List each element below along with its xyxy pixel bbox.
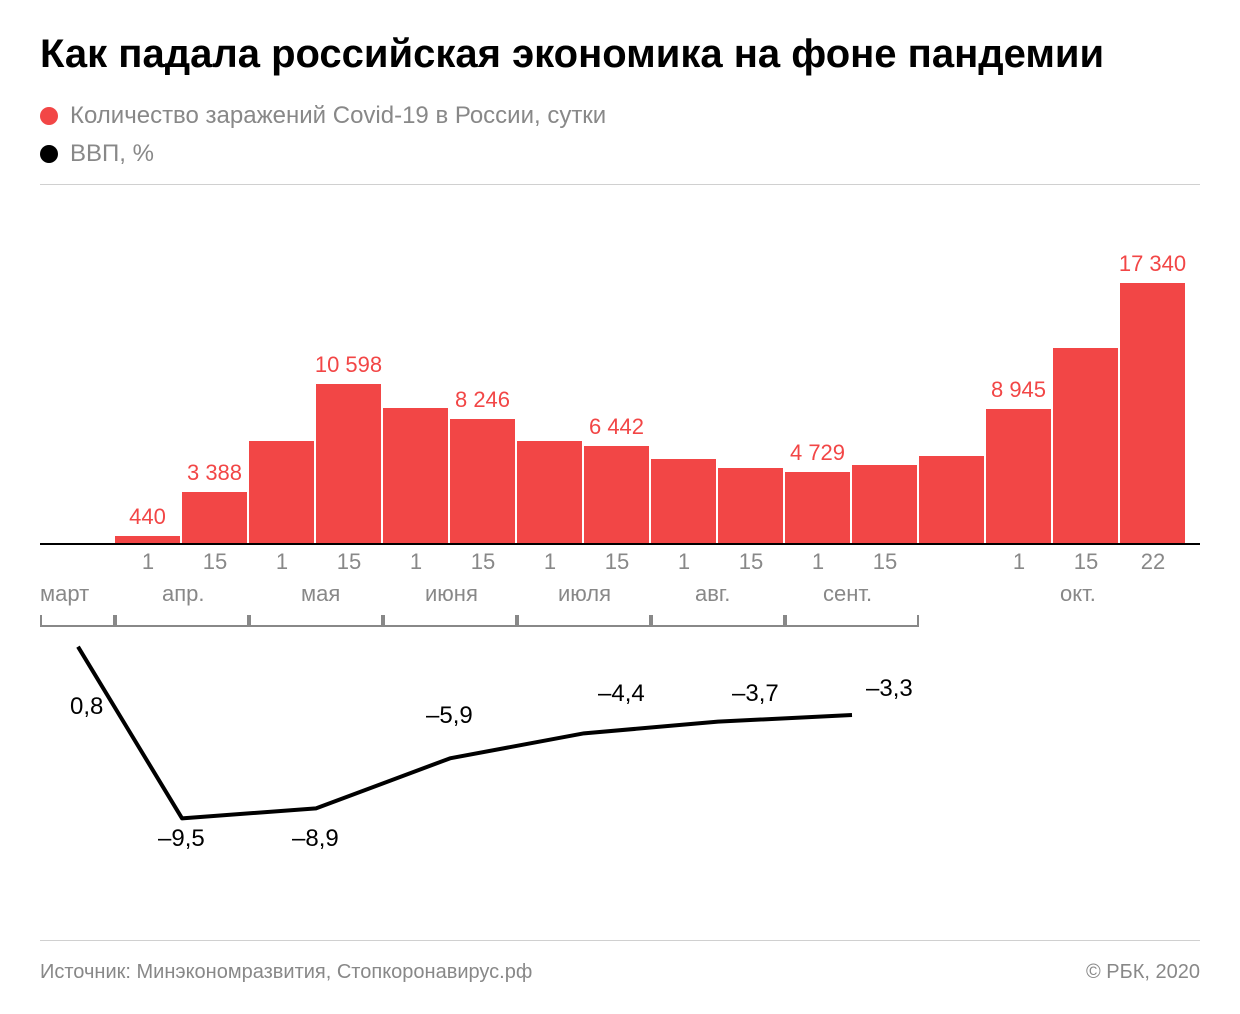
x-tick: 1 [276,549,288,575]
x-tick: 22 [1141,549,1165,575]
bar: 10 598 [316,384,381,543]
bar: 17 340 [1120,283,1185,543]
month-bracket [383,615,517,627]
month-bracket [651,615,785,627]
bar: 6 442 [584,446,649,543]
month-bracket [785,615,919,627]
x-tick: 1 [544,549,556,575]
legend-item-gdp: ВВП, % [40,140,1200,168]
month-label: март [40,581,89,607]
month-label: авг. [695,581,730,607]
month-label: сент. [823,581,872,607]
month-bracket [40,615,115,627]
bar: 8 246 [450,419,515,543]
x-tick: 15 [739,549,763,575]
x-tick: 15 [471,549,495,575]
x-tick: 15 [203,549,227,575]
x-tick: 15 [873,549,897,575]
bar [651,459,716,543]
bar: 8 945 [986,409,1051,543]
x-tick: 1 [1013,549,1025,575]
x-tick: 1 [678,549,690,575]
gdp-line [78,647,852,819]
month-bracket [115,615,249,627]
bar: 3 388 [182,492,247,543]
bar-value-label: 440 [129,504,166,530]
bar [852,465,917,543]
month-bracket [249,615,383,627]
gdp-line-chart [40,635,1200,835]
bar [919,456,984,543]
source-text: Источник: Минэкономразвития, Стопкоронав… [40,961,532,984]
bar-value-label: 8 246 [455,387,510,413]
x-tick: 15 [337,549,361,575]
divider [40,184,1200,185]
footer: Источник: Минэкономразвития, Стопкоронав… [40,940,1200,984]
x-tick: 15 [605,549,629,575]
bar [1053,348,1118,543]
x-tick: 1 [142,549,154,575]
gdp-value-label: –3,3 [866,675,913,703]
bar-value-label: 6 442 [589,414,644,440]
bar [718,468,783,543]
chart-title: Как падала российская экономика на фоне … [40,30,1200,78]
copyright-text: © РБК, 2020 [1086,961,1200,984]
gdp-value-label: –3,7 [732,680,779,708]
legend: Количество заражений Covid-19 в России, … [40,102,1200,168]
x-tick: 1 [812,549,824,575]
month-label: апр. [162,581,205,607]
legend-label-gdp: ВВП, % [70,140,154,168]
chart-area: 4403 38810 5988 2466 4424 7298 94517 340… [40,215,1200,855]
month-label: окт. [1060,581,1096,607]
legend-item-cases: Количество заражений Covid-19 в России, … [40,102,1200,130]
bar [249,441,314,543]
x-tick: 15 [1074,549,1098,575]
gdp-value-label: –9,5 [158,825,205,853]
bar-value-label: 4 729 [790,440,845,466]
bar-value-label: 10 598 [315,352,382,378]
month-label: июня [425,581,478,607]
bar-chart: 4403 38810 5988 2466 4424 7298 94517 340 [40,285,1200,545]
bar: 440 [115,536,180,543]
bar [517,441,582,543]
gdp-value-label: 0,8 [70,693,103,721]
bar: 4 729 [785,472,850,543]
month-label: мая [301,581,340,607]
bar-value-label: 17 340 [1119,251,1186,277]
legend-label-cases: Количество заражений Covid-19 в России, … [70,102,606,130]
legend-dot-black [40,145,58,163]
month-label: июля [558,581,611,607]
bar-value-label: 3 388 [187,460,242,486]
x-tick: 1 [410,549,422,575]
month-bracket [517,615,651,627]
gdp-value-label: –4,4 [598,680,645,708]
gdp-value-label: –5,9 [426,702,473,730]
bar [383,408,448,543]
bar-value-label: 8 945 [991,377,1046,403]
legend-dot-red [40,107,58,125]
gdp-value-label: –8,9 [292,825,339,853]
